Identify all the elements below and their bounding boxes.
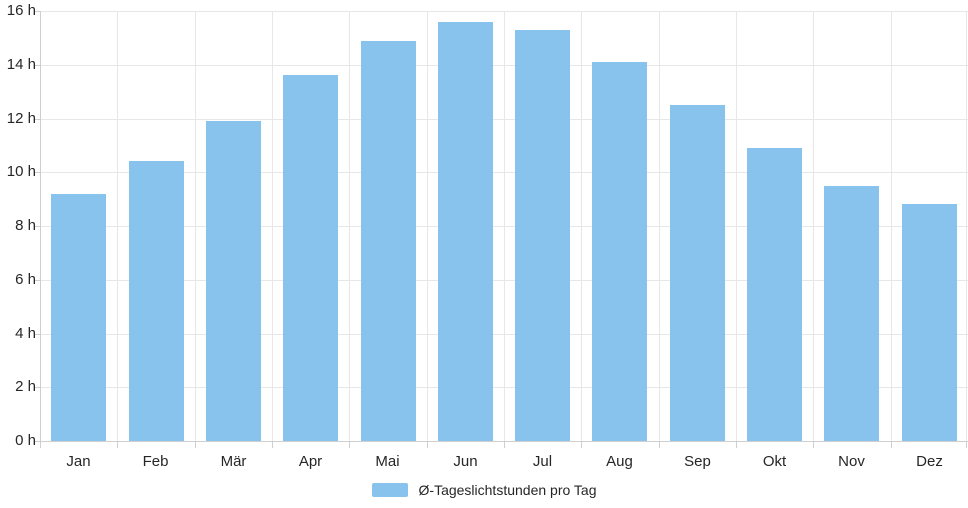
bar-jan[interactable] xyxy=(51,194,106,441)
y-axis-tick xyxy=(34,334,40,335)
y-axis-line xyxy=(40,11,41,441)
bar-okt[interactable] xyxy=(747,148,802,441)
bar-dez[interactable] xyxy=(902,204,957,441)
x-axis-tick xyxy=(117,442,118,448)
y-axis-tick xyxy=(34,280,40,281)
x-axis-tick xyxy=(966,442,967,448)
x-gridline xyxy=(272,11,273,441)
x-gridline xyxy=(581,11,582,441)
y-axis-tick xyxy=(34,441,40,442)
x-axis-tick xyxy=(40,442,41,448)
x-axis-label: Mai xyxy=(375,453,400,470)
bar-apr[interactable] xyxy=(283,75,338,441)
y-axis-tick xyxy=(34,226,40,227)
y-axis-label: 0 h xyxy=(15,432,36,449)
bar-aug[interactable] xyxy=(592,62,647,441)
bar-mar[interactable] xyxy=(206,121,261,441)
y-axis-tick xyxy=(34,11,40,12)
bar-jun[interactable] xyxy=(438,22,493,441)
x-gridline xyxy=(117,11,118,441)
x-axis-label: Aug xyxy=(606,453,633,470)
x-gridline xyxy=(195,11,196,441)
x-axis-label: Mär xyxy=(220,453,247,470)
bar-nov[interactable] xyxy=(824,186,879,441)
x-axis-label: Okt xyxy=(762,453,787,470)
y-axis-tick xyxy=(34,65,40,66)
y-axis-label: 4 h xyxy=(15,325,36,342)
bar-sep[interactable] xyxy=(670,105,725,441)
y-axis-label: 10 h xyxy=(6,163,36,180)
y-axis-label: 8 h xyxy=(15,217,36,234)
legend-swatch-icon xyxy=(371,483,408,497)
y-axis-label: 12 h xyxy=(6,110,36,127)
x-axis-label: Jun xyxy=(453,453,478,470)
x-axis-line xyxy=(40,441,968,442)
y-axis-tick xyxy=(34,119,40,120)
y-axis-label: 6 h xyxy=(15,271,36,288)
x-gridline xyxy=(966,11,967,441)
y-axis-label: 2 h xyxy=(15,378,36,395)
x-axis-tick xyxy=(504,442,505,448)
x-gridline xyxy=(659,11,660,441)
x-gridline xyxy=(504,11,505,441)
x-axis-label: Apr xyxy=(298,453,323,470)
x-gridline xyxy=(891,11,892,441)
x-axis-label: Jul xyxy=(532,453,553,470)
y-axis-label: 16 h xyxy=(6,2,36,19)
x-axis-label: Feb xyxy=(142,453,169,470)
x-axis-tick xyxy=(891,442,892,448)
x-axis-label: Jan xyxy=(66,453,91,470)
legend[interactable]: Ø-Tageslichtstunden pro Tag xyxy=(0,479,968,501)
x-axis-tick xyxy=(581,442,582,448)
x-axis-label: Dez xyxy=(916,453,943,470)
x-gridline xyxy=(427,11,428,441)
x-axis-tick xyxy=(736,442,737,448)
x-axis-tick xyxy=(659,442,660,448)
x-axis-tick xyxy=(427,442,428,448)
y-axis-label: 14 h xyxy=(6,56,36,73)
x-axis-tick xyxy=(349,442,350,448)
y-axis-tick xyxy=(34,172,40,173)
bar-mai[interactable] xyxy=(361,41,416,441)
x-axis-tick xyxy=(272,442,273,448)
x-axis-label: Nov xyxy=(838,453,865,470)
x-axis-tick xyxy=(813,442,814,448)
y-axis-tick xyxy=(34,387,40,388)
x-gridline xyxy=(813,11,814,441)
bar-feb[interactable] xyxy=(129,161,184,441)
x-gridline xyxy=(736,11,737,441)
legend-label: Ø-Tageslichtstunden pro Tag xyxy=(418,482,597,498)
x-axis-tick xyxy=(195,442,196,448)
bar-jul[interactable] xyxy=(515,30,570,441)
x-axis-label: Sep xyxy=(684,453,711,470)
x-gridline xyxy=(349,11,350,441)
